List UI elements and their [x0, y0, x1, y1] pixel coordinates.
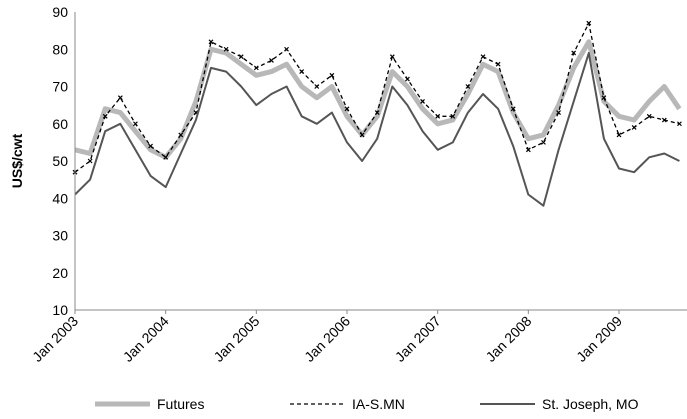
- series-point: [374, 110, 380, 115]
- y-tick-label: 60: [52, 116, 68, 132]
- series-point: [314, 84, 320, 89]
- legend-label: St. Joseph, MO: [542, 396, 639, 412]
- series-point: [677, 121, 682, 127]
- series-point: [405, 76, 410, 82]
- y-axis-label: US$/cwt: [9, 133, 25, 188]
- series-point: [661, 117, 667, 123]
- series-point: [178, 132, 184, 138]
- y-tick-label: 50: [52, 153, 68, 169]
- plot-area: [72, 20, 682, 207]
- series-point: [299, 69, 305, 75]
- legend: Futures IA-S.MN St. Joseph, MO: [95, 396, 639, 412]
- series-point: [450, 113, 456, 119]
- series-point: [541, 139, 546, 145]
- series-line-2: [74, 52, 680, 207]
- y-tick-label: 30: [52, 228, 68, 244]
- series-point: [556, 110, 561, 115]
- series-point: [510, 106, 516, 112]
- y-tick-label: 80: [52, 41, 68, 57]
- series-point: [133, 121, 138, 127]
- series-point: [435, 113, 441, 119]
- series-point: [117, 95, 123, 101]
- x-tick-label: Jan 2006: [301, 313, 353, 365]
- series-point: [223, 46, 229, 52]
- x-tick-label: Jan 2007: [392, 313, 444, 365]
- series-point: [163, 154, 169, 160]
- series-point: [269, 58, 274, 63]
- series-point: [420, 98, 425, 104]
- legend-label: Futures: [157, 396, 204, 412]
- y-tick-label: 90: [52, 4, 68, 20]
- x-tick-label: Jan 2005: [210, 313, 262, 365]
- series-point: [480, 54, 486, 60]
- y-ticks: 10 20 30 40 50 60 70 80 90: [52, 4, 68, 318]
- y-tick-label: 40: [52, 190, 68, 206]
- x-tick-label: Jan 2009: [573, 313, 625, 365]
- series-point: [586, 20, 592, 26]
- y-tick-label: 70: [52, 79, 68, 95]
- x-tick-label: Jan 2008: [482, 313, 534, 365]
- series-point: [631, 125, 637, 130]
- series-point: [87, 158, 93, 164]
- series-point: [525, 147, 531, 153]
- legend-label: IA-S.MN: [352, 396, 405, 412]
- series-point: [359, 132, 365, 138]
- x-tick-label: Jan 2004: [120, 313, 172, 365]
- series-point: [495, 61, 501, 67]
- series-point: [238, 54, 244, 60]
- series-point: [102, 113, 108, 119]
- series-point: [646, 113, 652, 119]
- series-point: [344, 106, 350, 112]
- y-tick-label: 10: [52, 302, 68, 318]
- y-tick-label: 20: [52, 265, 68, 281]
- x-ticks: Jan 2003 Jan 2004 Jan 2005 Jan 2006 Jan 2007…: [29, 310, 625, 365]
- series-point: [253, 65, 259, 71]
- series-point: [601, 95, 607, 101]
- series-point: [329, 72, 335, 78]
- x-tick-label: Jan 2003: [29, 313, 81, 365]
- series-point: [284, 46, 289, 52]
- series-point: [571, 50, 577, 56]
- series-point: [616, 132, 622, 138]
- series-point: [208, 39, 214, 45]
- series-line-0: [74, 39, 682, 160]
- series-point: [148, 143, 153, 149]
- series-point: [465, 84, 471, 89]
- series-point: [389, 54, 395, 60]
